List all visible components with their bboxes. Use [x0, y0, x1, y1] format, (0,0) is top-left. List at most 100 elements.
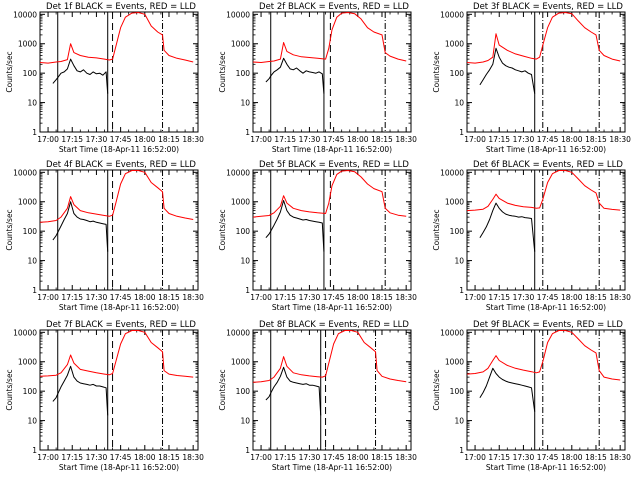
y-tick-label: 1000 — [445, 198, 464, 207]
series-line-lld — [466, 12, 621, 64]
x-tick-label: 18:30 — [182, 135, 204, 144]
x-tick-label: 18:00 — [347, 135, 369, 144]
y-axis-label: Counts/sec — [432, 369, 441, 410]
x-tick-label: 18:15 — [585, 293, 607, 302]
x-tick-label: 17:15 — [488, 453, 510, 462]
plot-frame — [252, 169, 412, 291]
y-axis-label: Counts/sec — [432, 209, 441, 250]
x-tick-label: 18:00 — [347, 453, 369, 462]
series-line-lld — [252, 12, 407, 63]
chart-panel-2: Det 2f BLACK = Events, RED = LLD 1 10 100 10… — [218, 2, 417, 154]
y-tick-label: 10000 — [13, 168, 37, 177]
y-tick-label: 10 — [240, 257, 250, 266]
y-tick-label: 10000 — [226, 328, 250, 337]
x-tick-label: 17:00 — [37, 293, 59, 302]
x-tick-label: 18:00 — [134, 293, 156, 302]
y-tick-label: 1 — [245, 446, 250, 455]
plot-frame — [39, 169, 199, 291]
x-tick-label: 18:00 — [561, 293, 583, 302]
x-axis-label: Start Time (18-Apr-11 16:52:00) — [486, 303, 606, 312]
x-tick-label: 18:15 — [158, 135, 180, 144]
y-tick-label: 10000 — [226, 168, 250, 177]
y-tick-label: 10 — [27, 99, 37, 108]
x-tick-label: 17:00 — [464, 135, 486, 144]
y-axis-label: Counts/sec — [218, 51, 227, 92]
y-tick-label: 100 — [450, 69, 465, 78]
series-line-events — [265, 200, 325, 252]
x-tick-label: 17:30 — [86, 293, 108, 302]
y-tick-label: 1 — [459, 128, 464, 137]
plot-frame — [466, 169, 626, 291]
panel-title: Det 7f BLACK = Events, RED = LLD — [46, 320, 196, 330]
x-tick-label: 18:15 — [371, 453, 393, 462]
x-axis-label: Start Time (18-Apr-11 16:52:00) — [486, 463, 606, 472]
y-tick-label: 10 — [454, 417, 464, 426]
x-axis-label: Start Time (18-Apr-11 16:52:00) — [272, 145, 392, 154]
y-tick-label: 10 — [27, 417, 37, 426]
x-tick-label: 18:00 — [561, 453, 583, 462]
y-tick-label: 1000 — [18, 358, 37, 367]
chart-panel-9: Det 9f BLACK = Events, RED = LLD 1 10 100 10… — [432, 320, 631, 472]
y-tick-label: 1000 — [18, 40, 37, 49]
y-tick-label: 1000 — [231, 358, 250, 367]
series-line-events — [52, 201, 109, 252]
x-tick-label: 18:30 — [395, 453, 417, 462]
plot-frame — [39, 329, 199, 451]
x-tick-label: 17:30 — [513, 135, 535, 144]
x-tick-label: 18:30 — [395, 293, 417, 302]
y-axis-label: Counts/sec — [218, 209, 227, 250]
x-tick-label: 17:00 — [37, 453, 59, 462]
y-tick-label: 10 — [27, 257, 37, 266]
y-axis-label: Counts/sec — [5, 51, 14, 92]
chart-panel-7: Det 7f BLACK = Events, RED = LLD 1 10 100 10… — [5, 320, 204, 472]
x-tick-label: 17:45 — [323, 453, 345, 462]
y-tick-label: 1000 — [231, 40, 250, 49]
y-tick-label: 100 — [450, 387, 465, 396]
chart-panel-5: Det 5f BLACK = Events, RED = LLD 1 10 100 10… — [218, 160, 417, 312]
y-tick-label: 1 — [32, 286, 37, 295]
y-tick-label: 100 — [450, 227, 465, 236]
y-tick-label: 100 — [23, 387, 38, 396]
x-tick-label: 18:15 — [158, 453, 180, 462]
y-tick-label: 1 — [245, 128, 250, 137]
plot-frame — [39, 11, 199, 133]
x-tick-label: 18:15 — [371, 293, 393, 302]
y-tick-label: 10000 — [440, 10, 464, 19]
series-line-lld — [252, 170, 407, 218]
chart-panel-8: Det 8f BLACK = Events, RED = LLD 1 10 100 10… — [218, 320, 417, 472]
series-line-lld — [39, 330, 194, 378]
x-tick-label: 18:15 — [158, 293, 180, 302]
y-tick-label: 1 — [459, 286, 464, 295]
y-axis-label: Counts/sec — [432, 51, 441, 92]
x-tick-label: 17:45 — [537, 293, 559, 302]
series-line-events — [52, 365, 109, 416]
y-tick-label: 100 — [23, 69, 38, 78]
x-tick-label: 18:15 — [371, 135, 393, 144]
x-tick-label: 17:45 — [110, 135, 132, 144]
y-tick-label: 100 — [236, 227, 251, 236]
plot-frame — [466, 329, 626, 451]
y-tick-label: 1000 — [231, 198, 250, 207]
x-tick-label: 18:00 — [347, 293, 369, 302]
y-tick-label: 10 — [240, 99, 250, 108]
y-tick-label: 10000 — [440, 168, 464, 177]
x-tick-label: 18:30 — [182, 293, 204, 302]
x-tick-label: 18:30 — [182, 453, 204, 462]
y-tick-label: 100 — [23, 227, 38, 236]
series-line-lld — [252, 330, 407, 383]
plot-frame — [252, 329, 412, 451]
x-tick-label: 17:00 — [250, 293, 272, 302]
x-axis-label: Start Time (18-Apr-11 16:52:00) — [486, 145, 606, 154]
y-tick-label: 100 — [236, 387, 251, 396]
x-tick-label: 17:15 — [274, 135, 296, 144]
y-tick-label: 10000 — [13, 10, 37, 19]
x-tick-label: 17:30 — [86, 135, 108, 144]
x-tick-label: 17:15 — [274, 293, 296, 302]
y-axis-label: Counts/sec — [5, 209, 14, 250]
x-tick-label: 17:15 — [274, 453, 296, 462]
x-tick-label: 17:15 — [61, 135, 83, 144]
x-tick-label: 17:30 — [86, 453, 108, 462]
series-line-events — [479, 47, 536, 94]
x-tick-label: 18:00 — [561, 135, 583, 144]
